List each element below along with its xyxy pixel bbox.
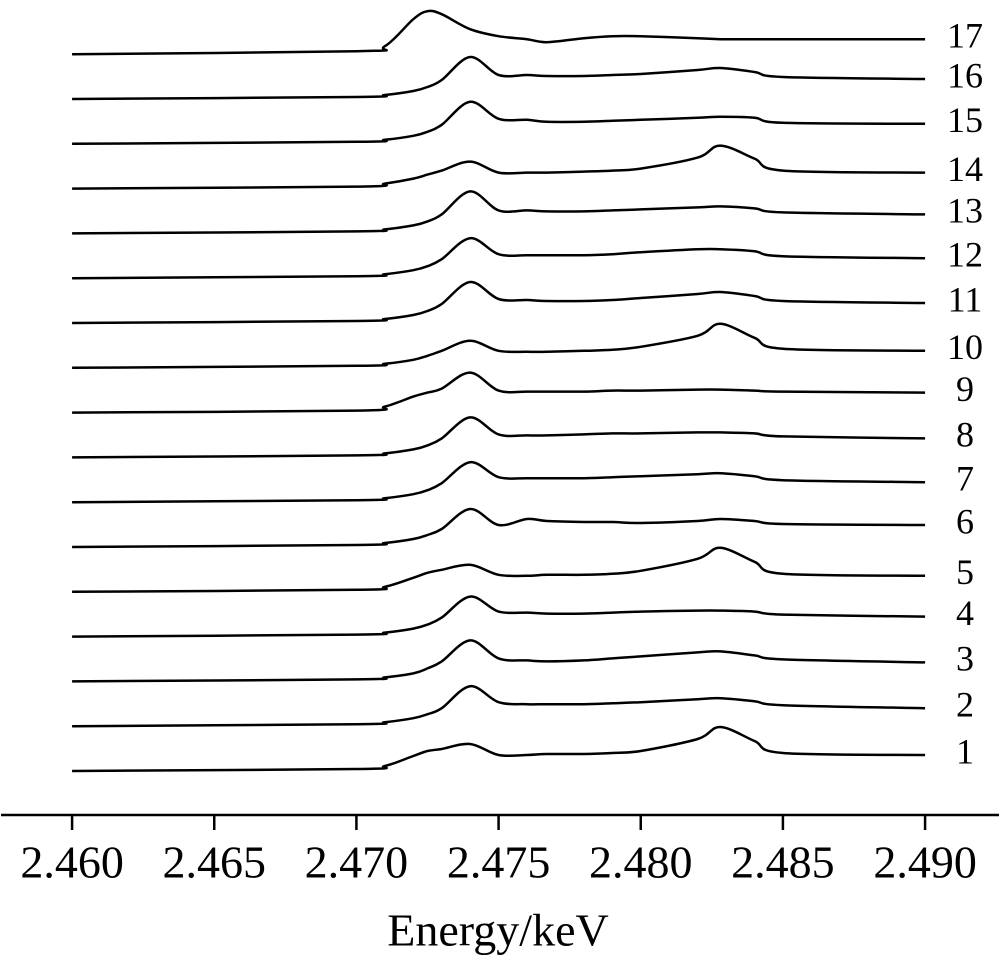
series-label: 11 bbox=[948, 279, 983, 319]
series-label: 1 bbox=[956, 731, 974, 771]
series-label: 6 bbox=[956, 501, 974, 541]
spectrum-line bbox=[72, 546, 926, 594]
spectrum-line bbox=[72, 507, 926, 549]
spectrum-line bbox=[72, 236, 926, 280]
series-label: 4 bbox=[956, 593, 974, 633]
series-label: 10 bbox=[947, 327, 983, 367]
series-label: 8 bbox=[956, 415, 974, 455]
series-label: 9 bbox=[956, 369, 974, 409]
x-tick-label: 2.465 bbox=[162, 837, 266, 888]
series-label: 5 bbox=[956, 552, 974, 592]
spectrum-line bbox=[72, 460, 926, 504]
series-label: 17 bbox=[947, 15, 983, 55]
spectrum-line bbox=[72, 684, 926, 728]
x-tick-label: 2.480 bbox=[589, 837, 693, 888]
series-label: 14 bbox=[947, 149, 983, 189]
x-tick-label: 2.470 bbox=[305, 837, 409, 888]
x-axis-title: Energy/keV bbox=[387, 905, 608, 956]
spectrum-line bbox=[72, 725, 926, 773]
x-tick-label: 2.475 bbox=[447, 837, 551, 888]
series-label: 13 bbox=[947, 191, 983, 231]
spectrum-line bbox=[72, 639, 926, 683]
x-tick-label: 2.485 bbox=[731, 837, 835, 888]
spectrum-line bbox=[72, 322, 926, 370]
spectrum-line bbox=[72, 9, 926, 56]
series-label: 7 bbox=[956, 458, 974, 498]
x-tick-label: 2.490 bbox=[873, 837, 977, 888]
spectrum-line bbox=[72, 190, 926, 235]
spectrum-line bbox=[72, 595, 926, 638]
spectrum-line bbox=[72, 371, 926, 414]
series-label: 15 bbox=[947, 100, 983, 140]
spectrum-line bbox=[72, 416, 926, 459]
series-label: 16 bbox=[947, 55, 983, 95]
series-label: 12 bbox=[947, 234, 983, 274]
spectrum-line bbox=[72, 144, 926, 190]
series-label: 2 bbox=[956, 684, 974, 724]
spectrum-line bbox=[72, 280, 926, 325]
spectrum-line bbox=[72, 55, 926, 101]
x-tick-label: 2.460 bbox=[20, 837, 124, 888]
spectrum-line bbox=[72, 100, 926, 146]
series-label: 3 bbox=[956, 639, 974, 679]
